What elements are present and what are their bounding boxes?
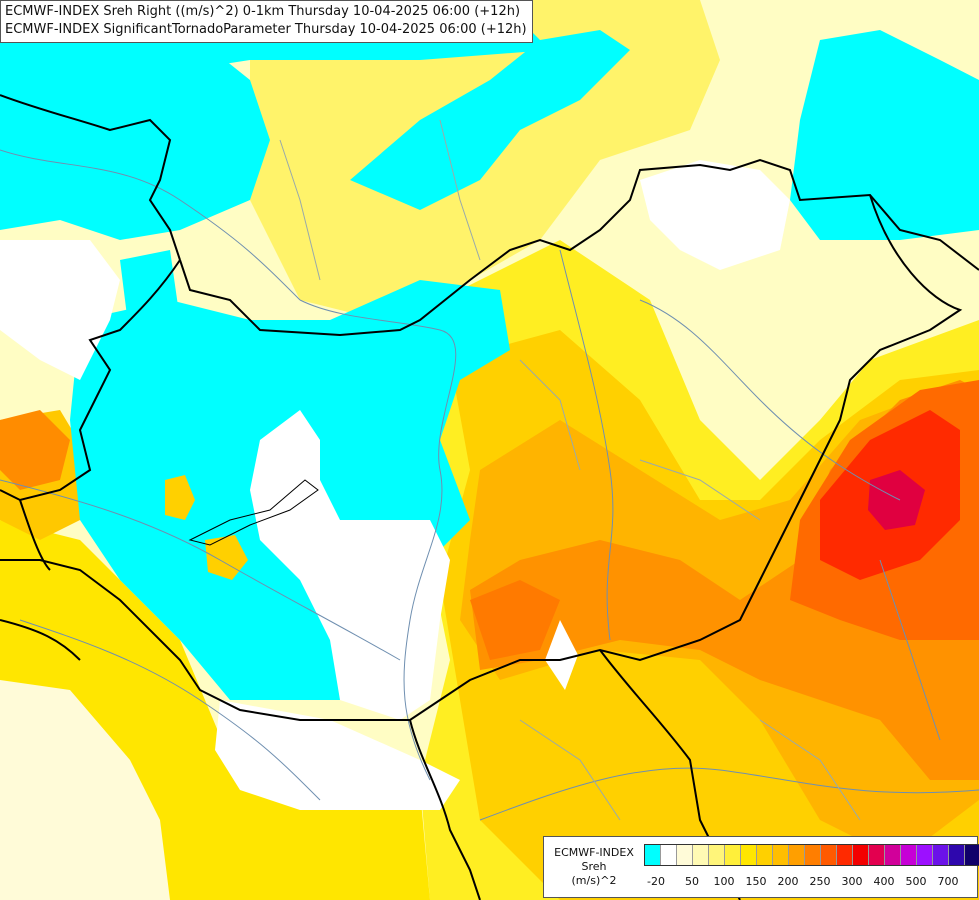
field-white-west xyxy=(0,240,120,380)
legend-swatch xyxy=(645,845,661,865)
legend-title-source: ECMWF-INDEX xyxy=(554,846,634,859)
legend-swatch xyxy=(757,845,773,865)
field-cyan-north-west xyxy=(0,40,270,240)
legend-swatch xyxy=(949,845,965,865)
legend-swatch xyxy=(853,845,869,865)
legend-color-bar xyxy=(644,844,979,866)
legend-tick-labels: -20 50 100 150 200 250 300 400 500 700 xyxy=(644,875,974,889)
lake-balaton xyxy=(188,479,319,546)
legend-tick-label: 150 xyxy=(745,875,767,888)
field-cyan-northeast xyxy=(790,30,979,240)
field-darkorange-south xyxy=(470,580,560,660)
legend-swatch xyxy=(933,845,949,865)
legend-swatch xyxy=(789,845,805,865)
legend-tick-label: -20 xyxy=(647,875,665,888)
field-white-notch xyxy=(545,620,578,690)
legend-swatch xyxy=(773,845,789,865)
map-title-line-2: ECMWF-INDEX SignificantTornadoParameter … xyxy=(5,22,527,37)
field-white-central xyxy=(250,410,450,720)
field-white-south xyxy=(215,700,460,810)
legend-swatch xyxy=(805,845,821,865)
legend-swatch xyxy=(869,845,885,865)
legend-title-variable: Sreh xyxy=(581,860,607,873)
map-title-line-1: ECMWF-INDEX Sreh Right ((m/s)^2) 0-1km T… xyxy=(5,4,521,19)
field-crimson-core xyxy=(868,470,925,530)
country-borders xyxy=(0,94,979,900)
legend-swatch xyxy=(661,845,677,865)
legend-swatch xyxy=(901,845,917,865)
field-cyan-left-notch xyxy=(120,250,180,340)
legend-tick-label: 500 xyxy=(905,875,927,888)
field-orange-west xyxy=(0,410,70,490)
legend-swatch xyxy=(709,845,725,865)
legend-swatch xyxy=(741,845,757,865)
legend-tick-label: 250 xyxy=(809,875,831,888)
legend-swatch xyxy=(965,845,979,865)
legend-swatch xyxy=(885,845,901,865)
field-lightyellow-southwest-corner xyxy=(0,680,170,900)
legend-swatch xyxy=(725,845,741,865)
field-cyan-north-stripe xyxy=(350,30,630,210)
legend-swatch xyxy=(693,845,709,865)
legend-tick-label: 50 xyxy=(685,875,699,888)
legend-tick-label: 300 xyxy=(841,875,863,888)
field-gold-blob-1 xyxy=(165,475,195,520)
region-borders xyxy=(279,119,861,821)
field-gold-blob-2 xyxy=(205,535,248,580)
legend-swatch xyxy=(917,845,933,865)
legend-swatch xyxy=(677,845,693,865)
legend-title-unit: (m/s)^2 xyxy=(571,874,617,887)
legend-swatch xyxy=(837,845,853,865)
color-legend: ECMWF-INDEX Sreh (m/s)^2 -20 50 100 150 200 2… xyxy=(543,836,979,898)
legend-tick-label: 200 xyxy=(777,875,799,888)
legend-tick-label: 400 xyxy=(873,875,895,888)
legend-tick-label: 700 xyxy=(937,875,959,888)
map-title-box: ECMWF-INDEX Sreh Right ((m/s)^2) 0-1km T… xyxy=(0,0,533,43)
legend-title: ECMWF-INDEX Sreh (m/s)^2 xyxy=(548,846,640,888)
field-cyan-top-left xyxy=(0,30,550,90)
field-white-northeast xyxy=(640,160,790,270)
legend-tick-label: 100 xyxy=(713,875,735,888)
legend-swatch xyxy=(821,845,837,865)
rivers xyxy=(0,149,979,821)
